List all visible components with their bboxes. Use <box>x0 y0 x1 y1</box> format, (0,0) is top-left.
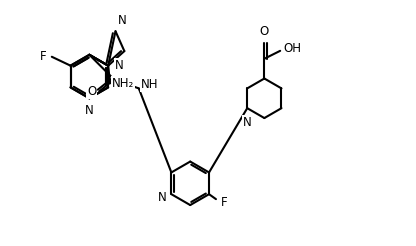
Text: O: O <box>87 85 96 98</box>
Text: F: F <box>40 50 47 63</box>
Text: OH: OH <box>283 42 301 55</box>
Text: NH: NH <box>141 78 158 91</box>
Text: N: N <box>85 104 94 117</box>
Text: N: N <box>115 59 124 72</box>
Text: N: N <box>117 14 126 27</box>
Text: NH₂: NH₂ <box>112 77 134 90</box>
Text: N: N <box>158 191 166 204</box>
Text: F: F <box>221 196 228 209</box>
Text: N: N <box>243 116 252 129</box>
Text: O: O <box>260 25 269 38</box>
